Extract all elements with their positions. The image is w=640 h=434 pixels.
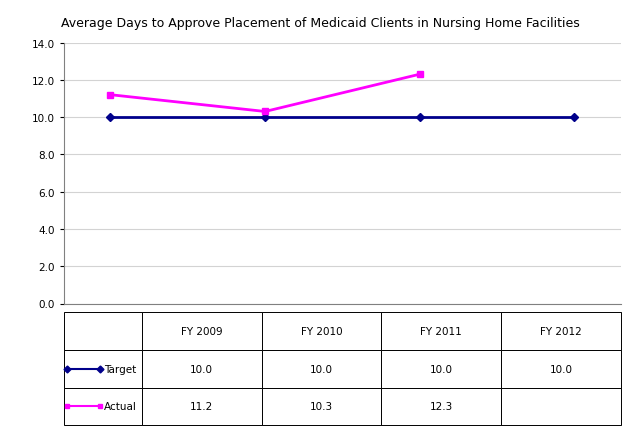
Bar xyxy=(64,312,142,350)
Bar xyxy=(381,388,501,425)
Text: FY 2011: FY 2011 xyxy=(420,326,462,336)
Bar xyxy=(262,350,381,388)
Text: 10.0: 10.0 xyxy=(310,364,333,374)
Bar xyxy=(142,350,262,388)
Text: 10.0: 10.0 xyxy=(190,364,213,374)
Text: Target: Target xyxy=(104,364,136,374)
Text: 10.3: 10.3 xyxy=(310,401,333,411)
Text: Average Days to Approve Placement of Medicaid Clients in Nursing Home Facilities: Average Days to Approve Placement of Med… xyxy=(61,17,579,30)
Bar xyxy=(64,350,142,388)
Text: 10.0: 10.0 xyxy=(550,364,572,374)
Bar xyxy=(501,350,621,388)
Text: FY 2012: FY 2012 xyxy=(540,326,582,336)
Bar xyxy=(501,388,621,425)
Bar xyxy=(262,388,381,425)
Bar xyxy=(381,350,501,388)
Text: 10.0: 10.0 xyxy=(429,364,452,374)
Text: FY 2010: FY 2010 xyxy=(301,326,342,336)
Text: 12.3: 12.3 xyxy=(429,401,453,411)
Bar xyxy=(64,388,142,425)
Bar xyxy=(142,388,262,425)
Bar xyxy=(381,312,501,350)
Text: FY 2009: FY 2009 xyxy=(181,326,223,336)
Bar xyxy=(262,312,381,350)
Text: 11.2: 11.2 xyxy=(190,401,213,411)
Bar xyxy=(501,312,621,350)
Bar xyxy=(142,312,262,350)
Text: Actual: Actual xyxy=(104,401,136,411)
